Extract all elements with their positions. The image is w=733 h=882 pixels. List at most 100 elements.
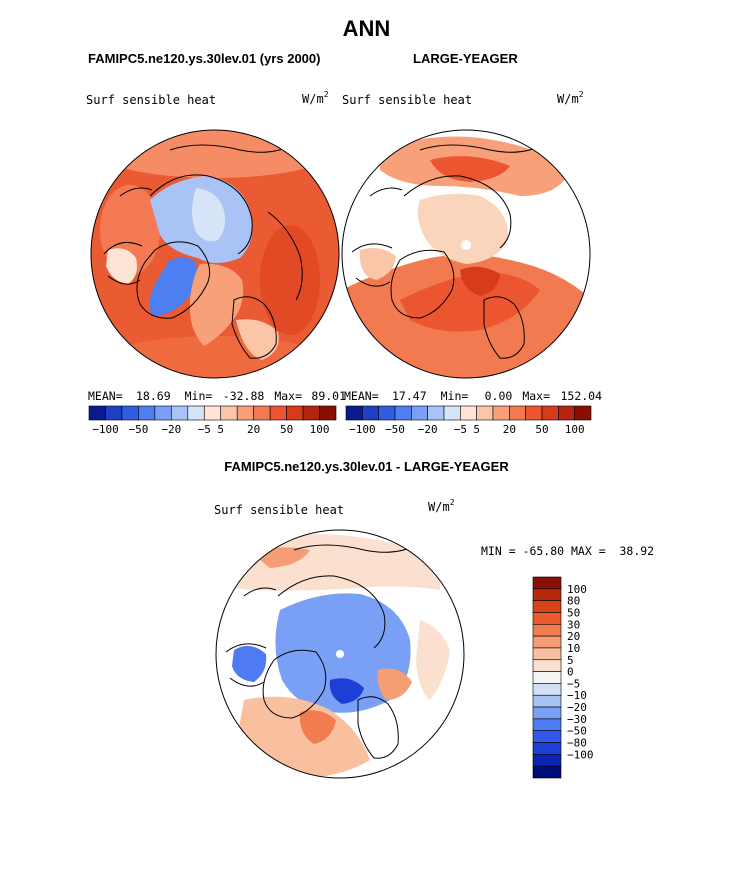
panel2-colorbar-tick-label: 20 (503, 423, 516, 436)
panel3-colorbar-tick-label: 5 (567, 654, 574, 667)
panel3-colorbar-swatch (532, 623, 562, 637)
panel1-colorbar: −100 −50 −20 −5 5 20 50 100 (88, 405, 337, 436)
panel1-colorbar-swatch (319, 405, 337, 421)
panel3-colorbar-swatch (532, 765, 562, 779)
panel3-colorbar-tick-label: −20 (567, 701, 587, 714)
panel3-colorbar-tick-label: 100 (567, 583, 587, 596)
panel1-colorbar-swatch (171, 405, 189, 421)
panel3-colorbar-tick-label: 10 (567, 642, 580, 655)
panel3-colorbar-tick-label: 20 (567, 630, 580, 643)
panel2-colorbar-swatch (427, 405, 445, 421)
panel3-colorbar-swatch (532, 754, 562, 767)
panel3-map-border (215, 529, 465, 779)
panel2-colorbar-swatch (394, 405, 412, 421)
panel1-colorbar-tick-label: 100 (310, 423, 330, 436)
panel1-map (91, 130, 339, 378)
panel3-colorbar-swatch (532, 659, 562, 672)
panel3-colorbar-tick-label: −30 (567, 713, 587, 726)
panel3-colorbar-swatch (532, 730, 562, 743)
panel1-colorbar-swatch (220, 405, 238, 421)
panel1-colorbar-tick-label: −5 (198, 423, 211, 436)
panel3-colorbar-swatch (532, 647, 562, 661)
panel3-units: W/m2 (428, 498, 455, 514)
panel3-colorbar-tick-label: −100 (567, 748, 594, 761)
panel2-title: LARGE-YEAGER (413, 51, 518, 66)
panel3-colorbar-tick-label: 50 (567, 606, 580, 619)
panel1-colorbar-swatch (187, 405, 205, 421)
panel1-colorbar-swatch (253, 405, 271, 421)
panel1-stats: MEAN= 18.69 Min= -32.88 Max= 89.01 (88, 389, 347, 403)
panel2-variable-label: Surf sensible heat (342, 93, 473, 107)
panel1-colorbar-tick-label: −50 (128, 423, 148, 436)
panel2-colorbar-tick-label: 100 (565, 423, 585, 436)
panel2-colorbar-tick-label: −50 (385, 423, 405, 436)
panel1-units: W/m2 (302, 90, 329, 106)
panel3-colorbar-swatch (532, 706, 562, 720)
page-title: ANN (342, 16, 391, 41)
panel2-map (342, 130, 590, 378)
panel2-colorbar-tick-label: −100 (349, 423, 376, 436)
panel2-colorbar-swatch (492, 405, 510, 421)
panel3-colorbar-swatch (532, 600, 562, 613)
panel2-colorbar-tick-label: 5 (473, 423, 480, 436)
panel3-colorbar-swatch (532, 742, 562, 755)
panel2-colorbar-swatch (378, 405, 396, 421)
panel1-colorbar-tick-label: −20 (161, 423, 181, 436)
panel2-map-border (341, 129, 591, 379)
panel3-variable-label: Surf sensible heat (214, 503, 345, 517)
panel1-colorbar-swatch (236, 405, 254, 421)
panel3-colorbar-swatch (532, 635, 562, 649)
panel3-map (216, 530, 464, 778)
panel3-colorbar-swatch (532, 694, 562, 708)
panel3-colorbar-swatch (532, 612, 562, 625)
panel1-colorbar-swatch (203, 405, 222, 421)
panel2-colorbar-tick-label: 50 (535, 423, 548, 436)
panel1-colorbar-swatch (302, 405, 320, 421)
panel3-colorbar-tick-label: −5 (567, 677, 580, 690)
panel3-stats: MIN = -65.80 MAX = 38.92 (481, 544, 655, 558)
panel2-colorbar-swatch (411, 405, 428, 421)
panel1-title: FAMIPC5.ne120.ys.30lev.01 (yrs 2000) (88, 51, 321, 66)
panel1-map-border (90, 129, 340, 379)
panel2-colorbar-swatch (345, 405, 363, 421)
panel2-colorbar-swatch (574, 405, 592, 421)
panel1-colorbar-tick-label: −100 (92, 423, 119, 436)
panel2-stats: MEAN= 17.47 Min= 0.00 Max= 152.04 (344, 389, 603, 403)
panel1-colorbar-tick-label: 20 (247, 423, 260, 436)
panel3-colorbar-tick-label: 80 (567, 595, 580, 608)
panel2-colorbar: −100 −50 −20 −5 5 20 50 100 (345, 405, 592, 436)
panel2-colorbar-swatch (509, 405, 526, 421)
panel1-colorbar-swatch (121, 405, 139, 421)
panel1-colorbar-swatch (105, 405, 123, 421)
panel1-variable-label: Surf sensible heat (86, 93, 217, 107)
panel2-colorbar-tick-label: −5 (454, 423, 467, 436)
panel3-colorbar-swatch (532, 671, 562, 684)
panel2-colorbar-swatch (362, 405, 379, 421)
panel3-colorbar-tick-label: 0 (567, 666, 574, 679)
panel2-colorbar-swatch (525, 405, 543, 421)
panel1-colorbar-tick-label: 50 (280, 423, 293, 436)
panel3-colorbar-tick-label: −50 (567, 725, 587, 738)
panel3-colorbar-tick-label: −80 (567, 737, 587, 750)
panel3-colorbar-swatch (532, 588, 562, 601)
panel1-colorbar-swatch (138, 405, 156, 421)
panel1-colorbar-swatch (286, 405, 304, 421)
panel1-colorbar-swatch (154, 405, 172, 421)
panel3-colorbar-swatch (532, 576, 562, 590)
panel2-colorbar-tick-label: −20 (418, 423, 438, 436)
panel1-colorbar-swatch (269, 405, 287, 421)
panel2-colorbar-swatch (476, 405, 494, 421)
panel1-colorbar-swatch (88, 405, 106, 421)
panel3-colorbar-swatch (532, 718, 562, 732)
panel2-colorbar-swatch (541, 405, 559, 421)
panel3-colorbar-swatch (532, 683, 562, 696)
panel3-colorbar-tick-label: 30 (567, 618, 580, 631)
panel2-colorbar-swatch (460, 405, 477, 421)
panel2-colorbar-swatch (558, 405, 575, 421)
panel2-units: W/m2 (557, 90, 584, 106)
panel2-colorbar-swatch (443, 405, 461, 421)
panel3-colorbar-tick-label: −10 (567, 689, 587, 702)
panel1-colorbar-tick-label: 5 (217, 423, 224, 436)
